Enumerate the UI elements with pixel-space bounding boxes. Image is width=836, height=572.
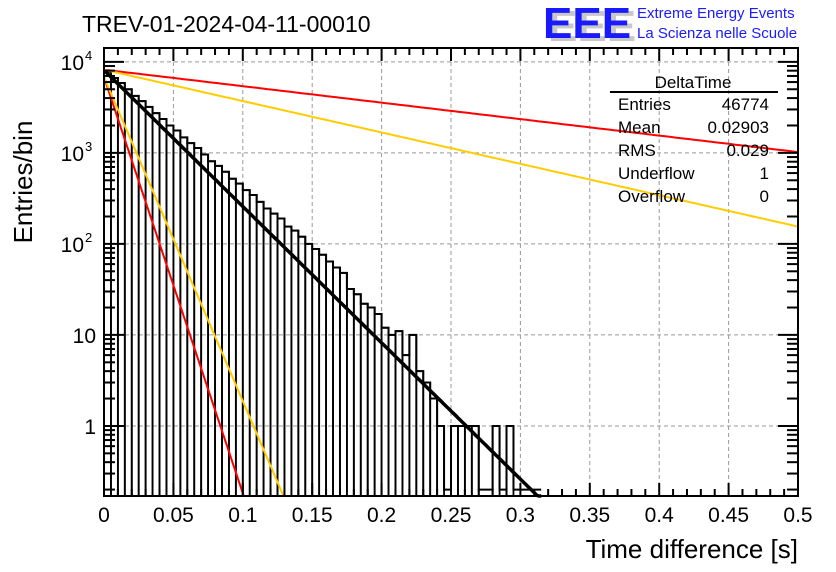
histogram-bin <box>234 182 244 497</box>
histogram-bin <box>380 326 390 497</box>
stats-title: DeltaTime <box>655 73 732 92</box>
fit-line-black-fit <box>102 68 542 498</box>
histogram-bin <box>248 194 258 497</box>
histogram-bin <box>228 177 237 497</box>
x-tick-label: 0.4 <box>645 504 675 527</box>
histogram-bin <box>359 302 369 497</box>
stats-value: 46774 <box>722 95 769 114</box>
histogram-bin <box>297 235 307 497</box>
histogram-bin <box>463 425 473 497</box>
histogram-bin <box>269 212 279 497</box>
histogram-bin <box>276 217 286 497</box>
eee-logo: EEE EEE Extreme Energy Events La Scienza… <box>543 0 797 51</box>
histogram-bin <box>193 147 203 497</box>
histogram-bin <box>255 200 265 497</box>
histogram-bin <box>214 164 223 497</box>
y-tick-exponent: 3 <box>85 139 92 154</box>
histogram-bin <box>103 70 112 497</box>
histogram-bin <box>158 118 168 497</box>
histogram-bin <box>241 189 251 497</box>
x-tick-label: 0.15 <box>292 504 333 527</box>
x-tick-label: 0.5 <box>783 504 812 527</box>
x-tick-label: 0.45 <box>708 504 749 527</box>
x-axis-label: Time difference [s] <box>586 534 798 564</box>
histogram-bin <box>429 397 439 497</box>
x-tick-label: 0.3 <box>506 504 535 527</box>
stats-label: RMS <box>618 141 656 160</box>
x-tick-label: 0.1 <box>228 504 257 527</box>
x-tick-label: 0.2 <box>367 504 396 527</box>
histogram-bin <box>110 77 119 497</box>
chart-title: TREV-01-2024-04-11-00010 <box>82 11 371 37</box>
logo-mark: EEE <box>543 0 631 48</box>
histogram-bin <box>283 225 293 497</box>
y-tick-label: 10 <box>61 143 84 166</box>
x-tick-label: 0.25 <box>431 504 472 527</box>
stats-label: Underflow <box>618 164 695 183</box>
histogram-bins <box>103 70 515 497</box>
histogram-bin <box>325 260 334 497</box>
histogram-bin <box>491 425 501 497</box>
logo-shadow: EEE <box>548 2 636 51</box>
fit-line-orange-slow <box>103 68 799 228</box>
histogram-bin <box>450 425 459 497</box>
histogram-bin <box>352 293 362 497</box>
stats-label: Entries <box>618 95 671 114</box>
y-tick-label: 10 <box>61 52 84 75</box>
histogram-bin <box>387 334 397 497</box>
histogram-bin <box>172 129 182 497</box>
histogram-bin <box>457 425 466 497</box>
y-tick-label: 1 <box>84 416 96 439</box>
y-tick-exponent: 2 <box>85 230 92 245</box>
y-tick-label: 10 <box>61 234 84 257</box>
histogram-bin <box>165 124 175 497</box>
histogram-bin <box>186 142 196 497</box>
x-tick-label: 0 <box>98 504 110 527</box>
histogram-bin <box>144 106 154 497</box>
x-tick-label: 0.05 <box>153 504 194 527</box>
histogram-bin <box>116 82 126 497</box>
histogram-bin <box>200 153 210 497</box>
histogram-bin <box>345 288 355 497</box>
histogram-bin <box>311 248 321 497</box>
stats-value: 0.029 <box>726 141 769 160</box>
logo-line1: Extreme Energy Events <box>637 5 795 22</box>
fit-lines <box>102 68 799 498</box>
stats-value: 1 <box>760 164 769 183</box>
fit-line-orange-fast <box>103 76 297 497</box>
histogram-bin <box>304 243 314 497</box>
stats-box: DeltaTime Entries 46774 Mean 0.02903 RMS 0.02… <box>610 73 778 206</box>
histogram-bin <box>408 334 418 497</box>
histogram-bin <box>422 381 432 497</box>
histogram-bin <box>318 253 327 497</box>
x-tick-label: 0.35 <box>569 504 610 527</box>
stats-label: Mean <box>618 118 661 137</box>
histogram-bin <box>505 425 515 497</box>
logo-line2: La Scienza nelle Scuole <box>637 25 797 42</box>
y-tick-label: 10 <box>73 325 96 348</box>
fit-line-red-fast <box>103 76 259 497</box>
stats-label: Overflow <box>618 187 686 206</box>
histogram-bin <box>436 425 445 497</box>
axis-ticks <box>103 48 799 496</box>
stats-value: 0.02903 <box>708 118 769 137</box>
histogram-bin <box>151 112 161 497</box>
fit-line-red-slow <box>103 68 799 154</box>
histogram-bin <box>415 370 425 497</box>
y-tick-exponent: 4 <box>85 48 92 63</box>
x-tick-labels: 0 0.05 0.1 0.15 0.2 0.25 0.3 0.35 0.4 0.45 0.5 <box>98 504 812 527</box>
histogram-bin <box>290 229 300 497</box>
y-axis-label: Entries/bin <box>8 121 38 244</box>
stats-value: 0 <box>760 187 769 206</box>
